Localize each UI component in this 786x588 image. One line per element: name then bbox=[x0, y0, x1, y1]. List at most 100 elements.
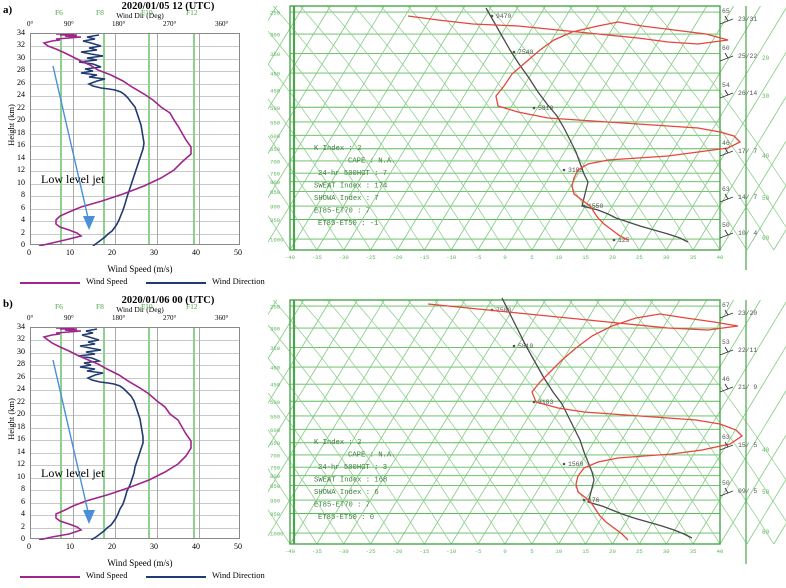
height-marker-3183: 3183 bbox=[562, 167, 584, 174]
y-tick-22: 22 bbox=[17, 397, 25, 406]
pressure-label-600: 600 bbox=[270, 133, 281, 140]
wind-barb-0: 65 23/31 bbox=[719, 8, 757, 25]
dry-adiabat bbox=[434, 5, 613, 251]
temp-label-25: 25 bbox=[636, 254, 643, 261]
dir-tick-270: 270° bbox=[163, 314, 177, 322]
pressure-label-500: 500 bbox=[270, 105, 281, 112]
barb-flag-3 bbox=[724, 441, 729, 448]
y-tick-20: 20 bbox=[17, 409, 25, 418]
height-dot bbox=[562, 168, 566, 172]
panel-a-plot-area bbox=[30, 33, 240, 246]
pressure-label-950: 950 bbox=[270, 217, 281, 224]
wind-direction-trace bbox=[78, 34, 145, 246]
isotherm bbox=[424, 5, 573, 251]
barb-wind-2: 21/ 9 bbox=[738, 384, 757, 391]
barb-wind-5: 10/ 4 bbox=[738, 230, 757, 237]
y-tick-0: 0 bbox=[21, 534, 25, 543]
wind-speed-trace bbox=[38, 328, 192, 540]
height-dot bbox=[582, 498, 586, 502]
index-k-index: K Index : 2 bbox=[314, 145, 361, 153]
right-tick-50: 50 bbox=[762, 195, 770, 202]
speed-tick-20: 20 bbox=[108, 542, 116, 551]
isotherm bbox=[504, 5, 654, 251]
barb-wind-3: 17/ 7 bbox=[738, 148, 757, 155]
y-tick-4: 4 bbox=[21, 509, 25, 518]
y-tick-18: 18 bbox=[17, 422, 25, 431]
height-marker-7540: 7540 bbox=[512, 49, 534, 56]
pressure-label-650: 650 bbox=[270, 146, 281, 153]
isotherm bbox=[424, 299, 573, 545]
pressure-label-750: 750 bbox=[270, 465, 281, 472]
right-tick-20: 20 bbox=[762, 55, 770, 62]
barb-flag-5 bbox=[724, 229, 729, 236]
barb-flag-1 bbox=[724, 346, 729, 353]
temp-label--35: -35 bbox=[312, 548, 322, 555]
y-tick-12: 12 bbox=[17, 165, 25, 174]
f-tick-f12: F12 bbox=[186, 302, 198, 311]
temp-label-20: 20 bbox=[609, 548, 616, 555]
barb-shaft-1 bbox=[719, 349, 734, 356]
temp-label-15: 15 bbox=[582, 548, 589, 555]
temp-label-40: 40 bbox=[717, 548, 724, 555]
index-et85-et50: ET85-ET50 : -1 bbox=[318, 220, 378, 228]
isotherm bbox=[639, 7, 786, 251]
isotherm bbox=[268, 5, 385, 199]
pressure-label-300: 300 bbox=[270, 32, 281, 39]
temp-label--40: -40 bbox=[285, 548, 296, 555]
pressure-label-950: 950 bbox=[270, 511, 281, 518]
temp-label-20: 20 bbox=[609, 254, 616, 261]
barb-flag-1 bbox=[724, 52, 729, 59]
temp-label-35: 35 bbox=[690, 254, 697, 261]
dry-adiabat bbox=[353, 5, 533, 251]
isotherm bbox=[289, 299, 439, 545]
y-tick-2: 2 bbox=[21, 228, 25, 237]
index-et85-et70: ET85-ET70 : 7 bbox=[314, 502, 370, 510]
pressure-label-700: 700 bbox=[270, 452, 281, 459]
dir-tick-90: 90° bbox=[64, 20, 74, 28]
low-level-jet-arrow bbox=[52, 359, 90, 517]
f-tick-f6: F6 bbox=[55, 302, 63, 311]
index-showa-index: SHOWA Index : 7 bbox=[314, 195, 379, 203]
dry-adiabat bbox=[541, 5, 721, 251]
isotherm bbox=[665, 345, 786, 545]
isotherm bbox=[450, 299, 600, 545]
wind-profile-traces bbox=[38, 328, 192, 540]
height-label-7540: 7540 bbox=[518, 49, 534, 56]
height-marker-3183: 3183 bbox=[532, 399, 554, 406]
pressure-label-300: 300 bbox=[270, 326, 281, 333]
barb-level-4: 63 bbox=[722, 186, 730, 193]
temp-label--20: -20 bbox=[392, 254, 403, 261]
y-tick-6: 6 bbox=[21, 497, 25, 506]
dry-adiabat bbox=[487, 299, 667, 545]
isotherm bbox=[397, 5, 546, 251]
isotherm bbox=[316, 299, 466, 545]
isotherm bbox=[268, 5, 331, 110]
height-label-7580: 7580 bbox=[496, 307, 512, 314]
temp-label--5: -5 bbox=[475, 548, 482, 555]
dir-tick-90: 90° bbox=[64, 314, 74, 322]
isotherm bbox=[370, 5, 519, 251]
barb-flag-0 bbox=[724, 309, 729, 316]
barb-flag-3 bbox=[724, 147, 729, 154]
wind-barb-3: 63 15/ 5 bbox=[719, 434, 757, 451]
dry-adiabat bbox=[649, 5, 786, 187]
barb-level-1: 53 bbox=[722, 339, 730, 346]
pressure-label-800: 800 bbox=[270, 179, 281, 186]
pressure-label-700: 700 bbox=[270, 158, 281, 165]
dry-adiabat bbox=[353, 299, 533, 545]
panel-b: 2020/01/06 00 (UTC) b) Wind Dir (Deg) He… bbox=[0, 294, 786, 588]
dry-adiabat bbox=[461, 5, 640, 251]
barb-flag-2 bbox=[724, 89, 729, 96]
height-marker-5810: 5810 bbox=[532, 105, 554, 112]
isotherm bbox=[719, 140, 786, 251]
temp-label-30: 30 bbox=[663, 548, 670, 555]
pressure-label-350: 350 bbox=[270, 51, 281, 58]
wind-barb-1: 60 25/22 bbox=[719, 45, 757, 62]
isotherm bbox=[268, 299, 331, 404]
temp-label--5: -5 bbox=[475, 254, 482, 261]
temp-label-35: 35 bbox=[690, 548, 697, 555]
temperature-profile-a bbox=[485, 7, 689, 243]
speed-tick-10: 10 bbox=[66, 248, 74, 257]
temp-label--30: -30 bbox=[339, 254, 350, 261]
barb-wind-1: 25/22 bbox=[738, 53, 757, 60]
